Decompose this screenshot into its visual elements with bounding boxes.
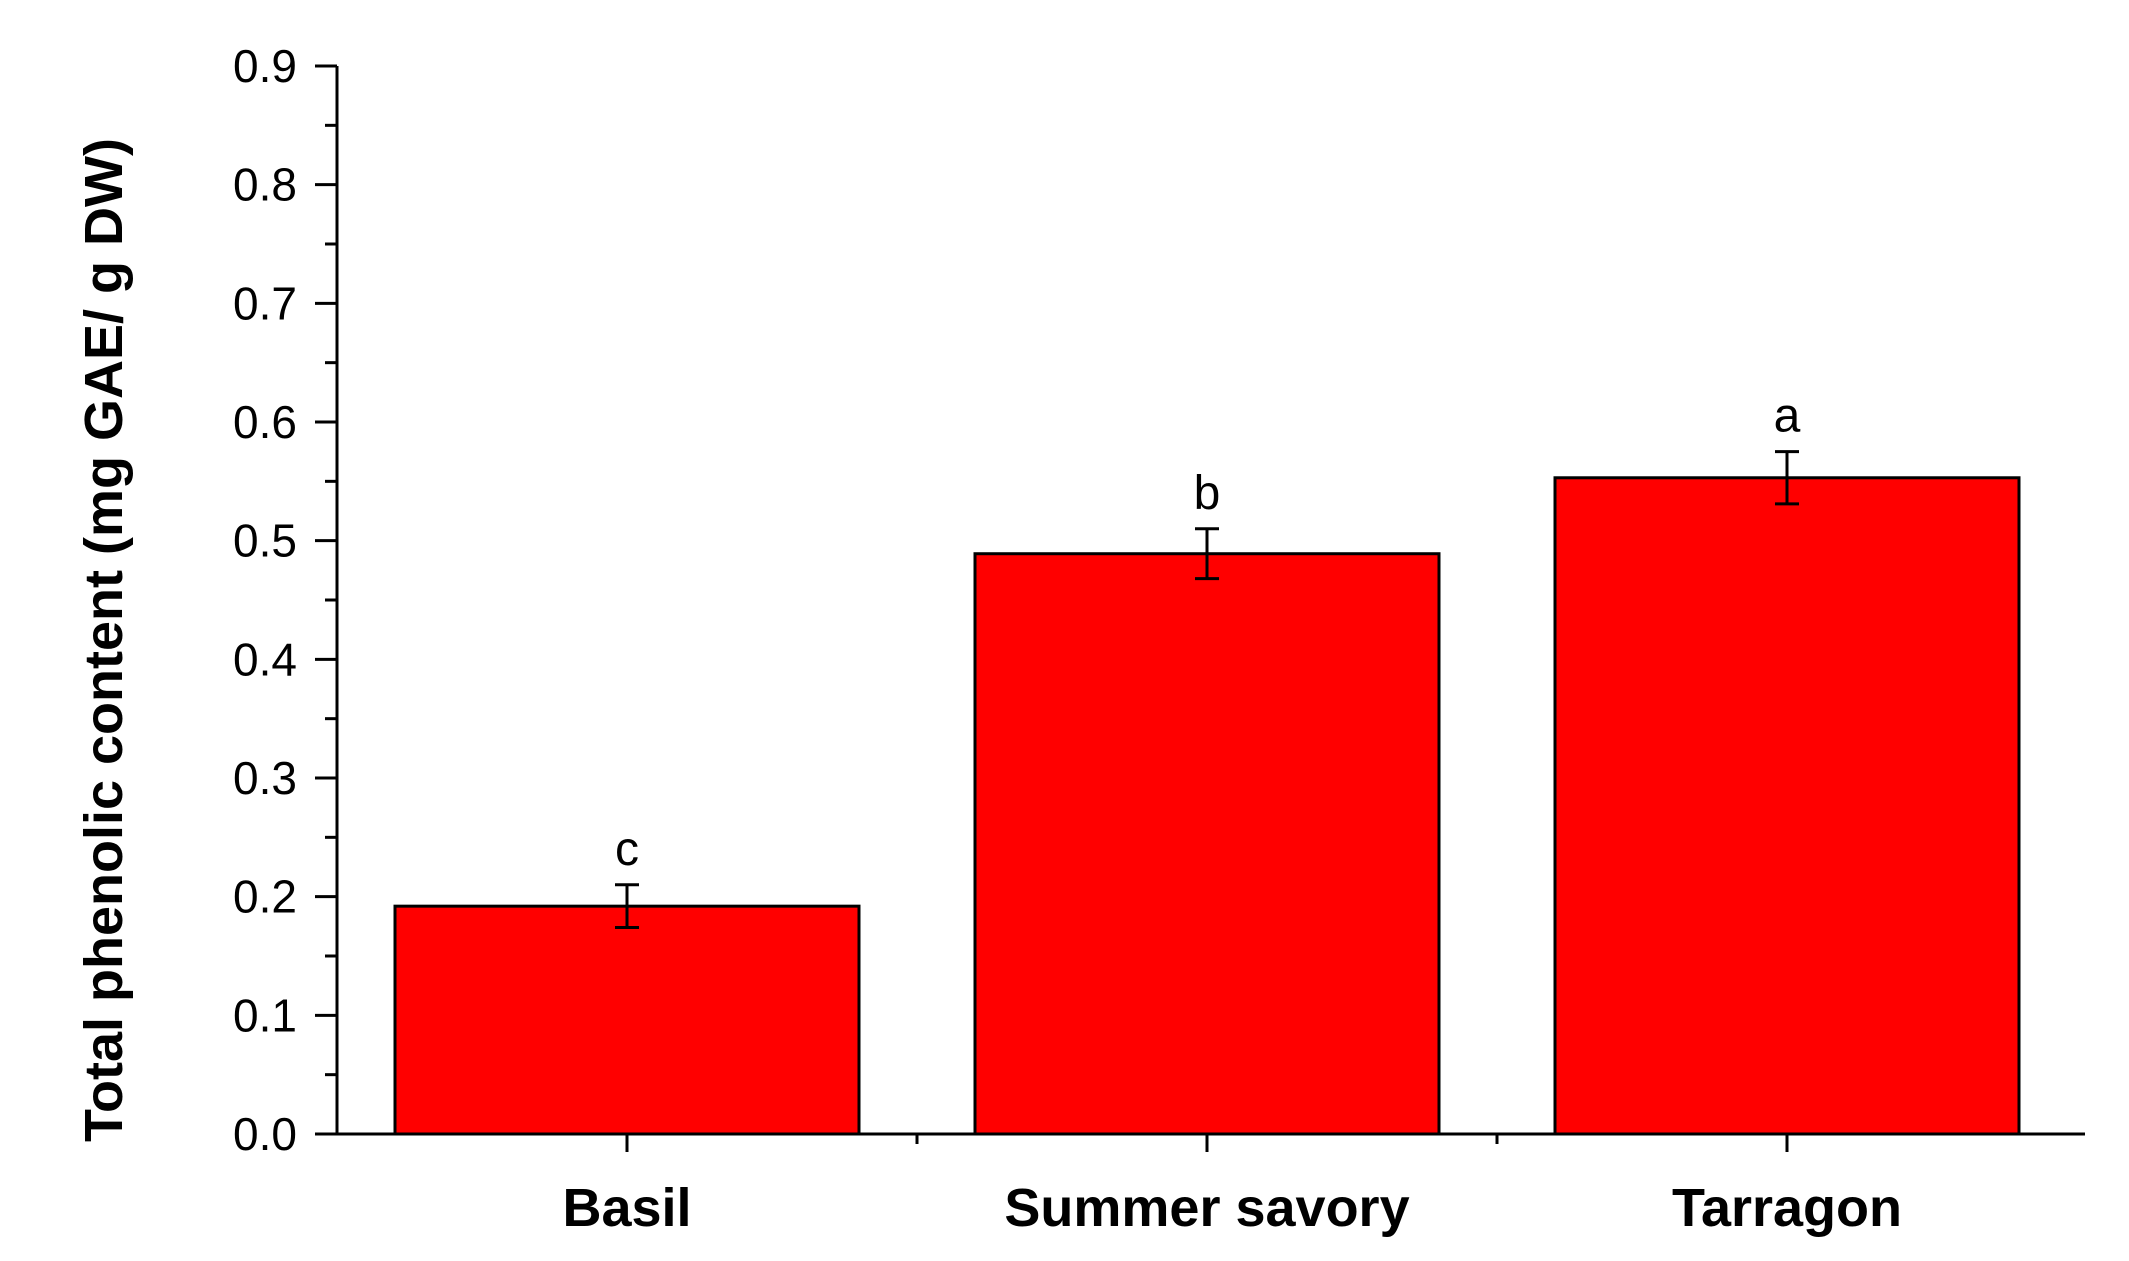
x-category-label: Basil [562, 1178, 691, 1238]
significance-labels: c b a [615, 390, 1801, 876]
y-tick-label: 0.1 [233, 989, 297, 1041]
y-tick-label: 0.9 [233, 40, 297, 92]
y-axis: 0.0 0.1 0.2 0.3 0.4 0.5 0.6 0.7 0.8 0.9 [233, 40, 339, 1160]
x-category-label: Tarragon [1672, 1178, 1902, 1238]
y-tick-label: 0.5 [233, 515, 297, 567]
significance-label: b [1194, 467, 1221, 520]
significance-label: a [1774, 390, 1801, 443]
error-bars [615, 450, 1799, 930]
y-tick-label: 0.3 [233, 752, 297, 804]
y-tick-label: 0.7 [233, 277, 297, 329]
x-category-label: Summer savory [1004, 1178, 1409, 1238]
y-tick-label: 0.8 [233, 159, 297, 211]
x-axis: Basil Summer savory Tarragon [337, 1132, 2085, 1238]
bar [393, 904, 861, 1136]
bar [1553, 476, 2021, 1136]
y-tick-label: 0.6 [233, 396, 297, 448]
y-axis-title: Total phenolic content (mg GAE/ g DW) [74, 138, 134, 1142]
bars [393, 476, 2021, 1136]
bar [973, 552, 1441, 1136]
y-tick-label: 0.4 [233, 633, 297, 685]
y-tick-label: 0.0 [233, 1108, 297, 1160]
y-tick-label: 0.2 [233, 871, 297, 923]
significance-label: c [615, 823, 639, 876]
